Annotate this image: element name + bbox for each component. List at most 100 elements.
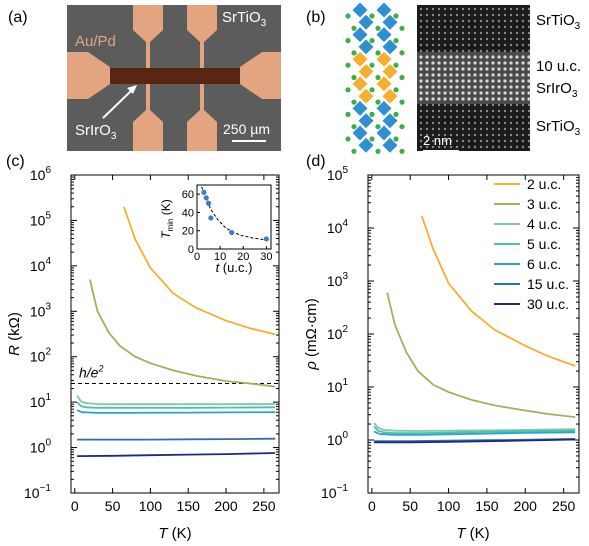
atomic-column [425,85,429,89]
atomic-column [497,109,501,113]
panel-b: (b) 2 nm SrTiO3 10 u.c. SrIrO3 SrTiO3 [306,2,581,154]
atomic-column [443,61,447,65]
atomic-column [461,145,465,149]
atomic-column [443,73,447,77]
atomic-column [467,73,471,77]
atomic-column [497,121,501,125]
atomic-column [515,145,519,149]
atomic-column [485,61,489,65]
series-line-3 [373,422,576,432]
atomic-column [509,73,513,77]
atomic-column [431,61,435,65]
atomic-column [503,139,507,143]
atomic-column [461,109,465,113]
atomic-column [473,55,477,59]
atomic-column [467,61,471,65]
atomic-column [515,49,519,53]
atomic-column [485,67,489,71]
atomic-column [461,55,465,59]
atomic-column [503,19,507,23]
a-site-atom [399,99,405,105]
atomic-column [503,115,507,119]
y-tick-label: 101 [30,392,52,410]
a-site-atom [369,62,375,68]
atomic-column [425,139,429,143]
y-tick-label: 10−1 [321,483,348,501]
octahedron [376,51,392,67]
atomic-column [473,115,477,119]
atomic-column [437,7,441,11]
atomic-column [515,121,519,125]
atomic-column [443,13,447,17]
atomic-column [449,7,453,11]
atomic-column [431,7,435,11]
atomic-column [509,121,513,125]
atomic-column [443,91,447,95]
atomic-column [485,7,489,11]
x-axis-label-d: T (K) [456,525,489,542]
series-line-2 [89,279,276,388]
a-site-atom [393,87,399,93]
pad-top-left [133,5,163,70]
atomic-column [521,73,525,77]
atomic-column [479,139,483,143]
panel-b-letter: (b) [306,9,326,26]
inset-x-tick-label: 10 [214,251,226,263]
atomic-column [527,97,531,101]
atomic-column [455,79,459,83]
atomic-column [443,43,447,47]
atomic-column [509,91,513,95]
atomic-column [497,55,501,59]
atomic-column [455,115,459,119]
atomic-column [527,43,531,47]
atomic-column [431,133,435,137]
y-tick-label: 101 [327,377,349,395]
atomic-column [521,25,525,29]
lattice-model [345,2,405,154]
atomic-column [425,67,429,71]
inset-axes: 0 10 20 30 0 20 40 60 [182,189,273,263]
atomic-column [437,19,441,23]
atomic-column [455,61,459,65]
a-site-atom [399,148,405,154]
a-site-atom [375,124,381,130]
y-tick-label: 102 [30,347,52,365]
atomic-column [431,121,435,125]
atomic-column [449,91,453,95]
octahedron [382,39,398,55]
atomic-column [461,73,465,77]
x-tick-label: 0 [368,498,376,514]
atomic-column [437,79,441,83]
atomic-column [509,61,513,65]
atomic-column [521,97,525,101]
pad-bottom-right [187,82,217,151]
atomic-column [503,25,507,29]
atomic-column [443,97,447,101]
atomic-column [491,61,495,65]
atomic-column [467,25,471,29]
atomic-column [509,43,513,47]
legend-label: 5 u.c. [527,236,561,252]
atomic-column [497,79,501,83]
atomic-column [431,109,435,113]
atomic-column [437,67,441,71]
atomic-column [509,55,513,59]
atomic-column [503,43,507,47]
atomic-column [455,139,459,143]
atomic-column [485,79,489,83]
atomic-column [503,31,507,35]
atomic-column [485,73,489,77]
atomic-column [431,79,435,83]
atomic-column [497,115,501,119]
atomic-column [419,91,423,95]
a-site-atom [369,111,375,117]
atomic-column [515,73,519,77]
atomic-column [473,133,477,137]
atomic-column [461,91,465,95]
atomic-column [419,25,423,29]
atomic-column [467,67,471,71]
atomic-column [449,127,453,131]
a-site-atom [351,25,357,31]
atomic-column [515,19,519,23]
atomic-column [461,127,465,131]
